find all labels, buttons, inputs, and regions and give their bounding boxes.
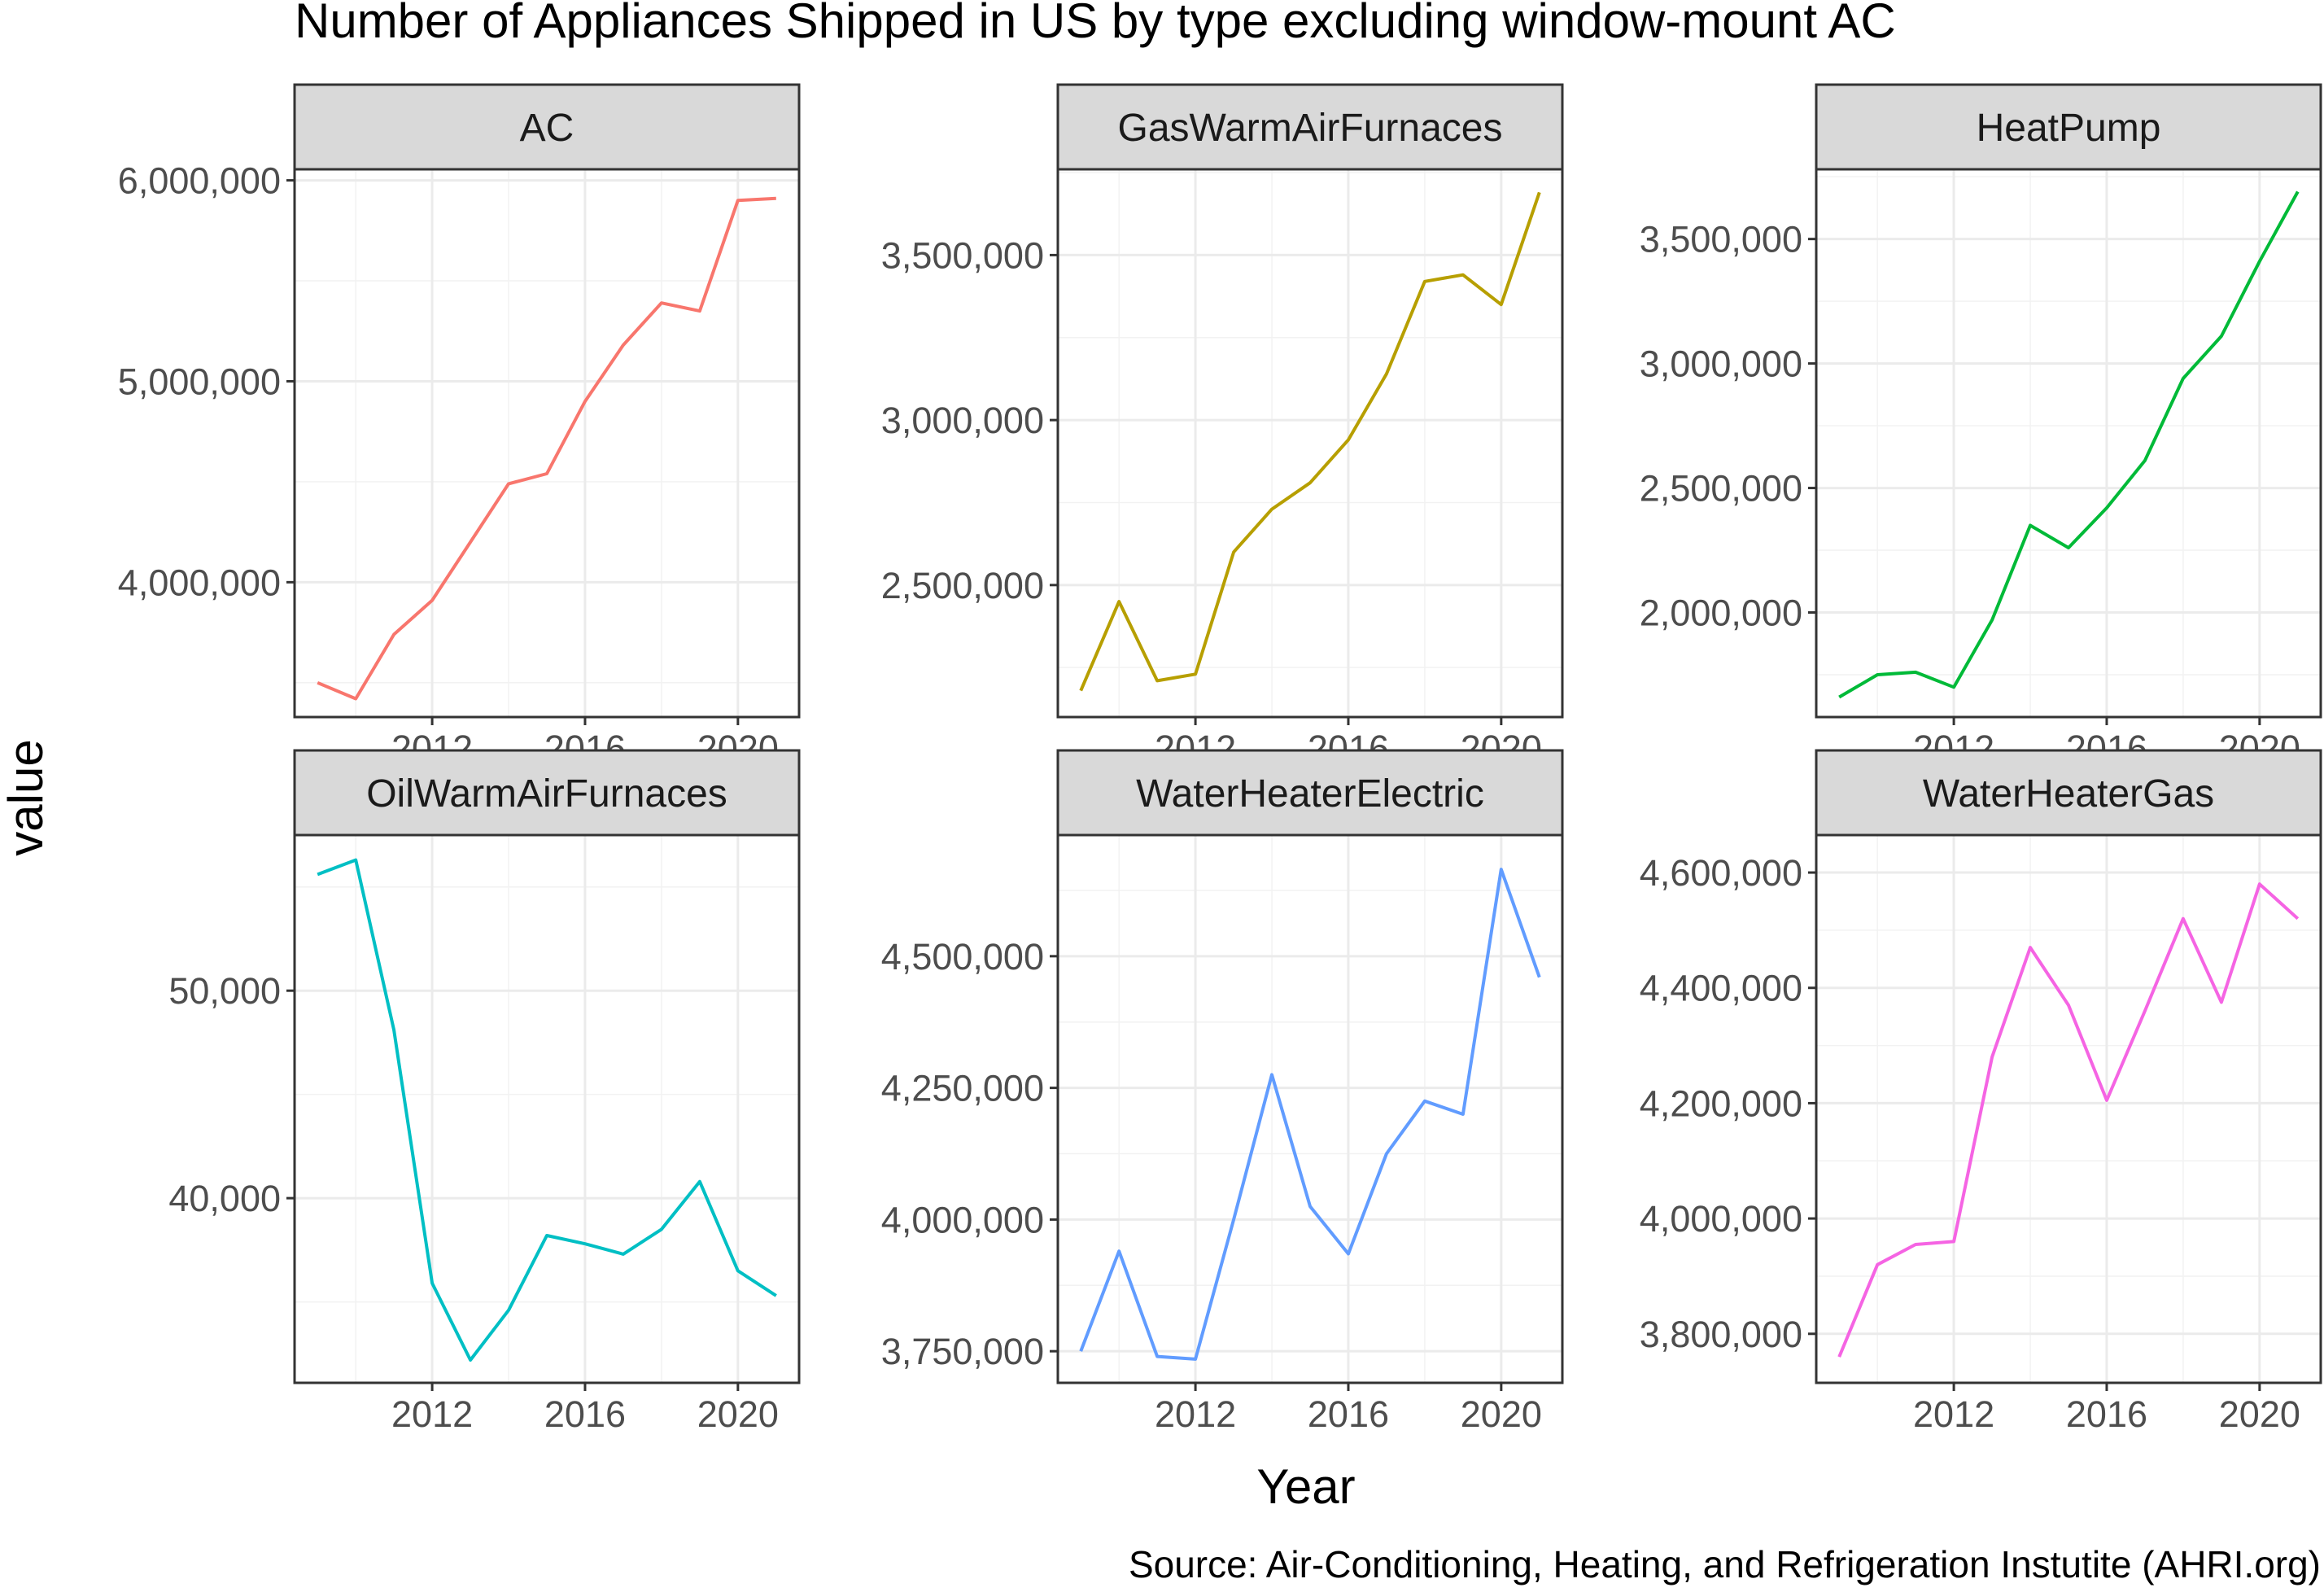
- y-axis-title: value: [0, 739, 53, 855]
- y-tick-label: 4,500,000: [881, 936, 1044, 978]
- series-line: [1079, 191, 1541, 692]
- panel-background: [1816, 835, 2321, 1383]
- series-line: [1079, 868, 1541, 1361]
- facet-strip-label: AC: [520, 107, 574, 150]
- facet-strip: [1815, 749, 2322, 837]
- facet-panel: HeatPump 2,000,000 2,500,000 3,000,000 3,500…: [1640, 83, 2322, 769]
- panel-background: [295, 835, 799, 1383]
- series-line: [317, 858, 777, 1362]
- panel-background: [1058, 169, 1562, 717]
- x-tick-label: 2020: [2219, 1393, 2300, 1435]
- facet-strip-label: OilWarmAirFurnaces: [366, 772, 727, 816]
- panel-background: [295, 169, 799, 717]
- facet-strip: [1056, 83, 1564, 171]
- y-tick-label: 4,400,000: [1640, 968, 1802, 1009]
- y-tick-label: 3,500,000: [881, 234, 1044, 276]
- x-tick-label: 2012: [1913, 1393, 1994, 1435]
- facet-strip-label: GasWarmAirFurnaces: [1118, 107, 1503, 150]
- chart-title: Number of Appliances Shipped in US by ty…: [295, 0, 1896, 48]
- facet-strip: [1056, 749, 1564, 837]
- facet-strip-label: WaterHeaterElectric: [1136, 772, 1484, 816]
- y-tick-label: 2,500,000: [881, 565, 1044, 606]
- x-tick-label: 2012: [391, 1393, 473, 1435]
- y-tick-label: 3,500,000: [1640, 219, 1802, 260]
- y-tick-label: 3,750,000: [881, 1331, 1044, 1372]
- y-tick-label: 4,200,000: [1640, 1082, 1802, 1124]
- facet-strip-label: HeatPump: [1977, 107, 2161, 150]
- y-tick-label: 4,000,000: [118, 562, 281, 603]
- facet-strip-label: WaterHeaterGas: [1923, 772, 2214, 816]
- y-tick-label: 3,000,000: [881, 400, 1044, 441]
- facet-strip: [293, 749, 801, 837]
- y-tick-label: 2,000,000: [1640, 593, 1802, 634]
- chart-caption: Source: Air-Conditioning, Heating, and R…: [1129, 1543, 2321, 1585]
- facet-panel: OilWarmAirFurnaces 40,000 50,000 2012 2016 20…: [168, 749, 801, 1435]
- panel-background: [1058, 835, 1562, 1383]
- y-tick-label: 2,500,000: [1640, 468, 1802, 510]
- y-tick-label: 40,000: [168, 1178, 281, 1219]
- panel-background: [1816, 169, 2321, 717]
- facet-strip: [293, 83, 801, 171]
- facet-panel: WaterHeaterElectric 3,750,000 4,000,000 4,2…: [881, 749, 1564, 1435]
- x-tick-label: 2016: [1308, 1393, 1389, 1435]
- y-tick-label: 50,000: [168, 970, 281, 1012]
- x-tick-label: 2016: [544, 1393, 626, 1435]
- x-axis-title: Year: [1256, 1459, 1355, 1514]
- series-line: [1838, 190, 2300, 699]
- y-tick-label: 4,000,000: [881, 1199, 1044, 1240]
- facet-panels: AC 4,000,000 5,000,000 6,000,000 2012 2016 202…: [118, 83, 2322, 1435]
- y-tick-label: 3,800,000: [1640, 1314, 1802, 1355]
- y-tick-label: 6,000,000: [118, 160, 281, 202]
- x-tick-label: 2020: [1461, 1393, 1542, 1435]
- x-tick-label: 2016: [2066, 1393, 2147, 1435]
- y-tick-label: 4,000,000: [1640, 1198, 1802, 1240]
- x-tick-label: 2020: [697, 1393, 779, 1435]
- series-line: [317, 196, 776, 701]
- facet-panel: GasWarmAirFurnaces 2,500,000 3,000,000 3,50…: [881, 83, 1564, 769]
- y-tick-label: 5,000,000: [118, 361, 281, 402]
- facet-panel: WaterHeaterGas 3,800,000 4,000,000 4,200,00…: [1640, 749, 2322, 1435]
- y-tick-label: 4,600,000: [1640, 852, 1802, 894]
- y-tick-label: 3,000,000: [1640, 343, 1802, 385]
- facet-strip: [1815, 83, 2322, 171]
- y-tick-label: 4,250,000: [881, 1068, 1044, 1109]
- series-line: [1837, 882, 2300, 1358]
- x-tick-label: 2012: [1155, 1393, 1236, 1435]
